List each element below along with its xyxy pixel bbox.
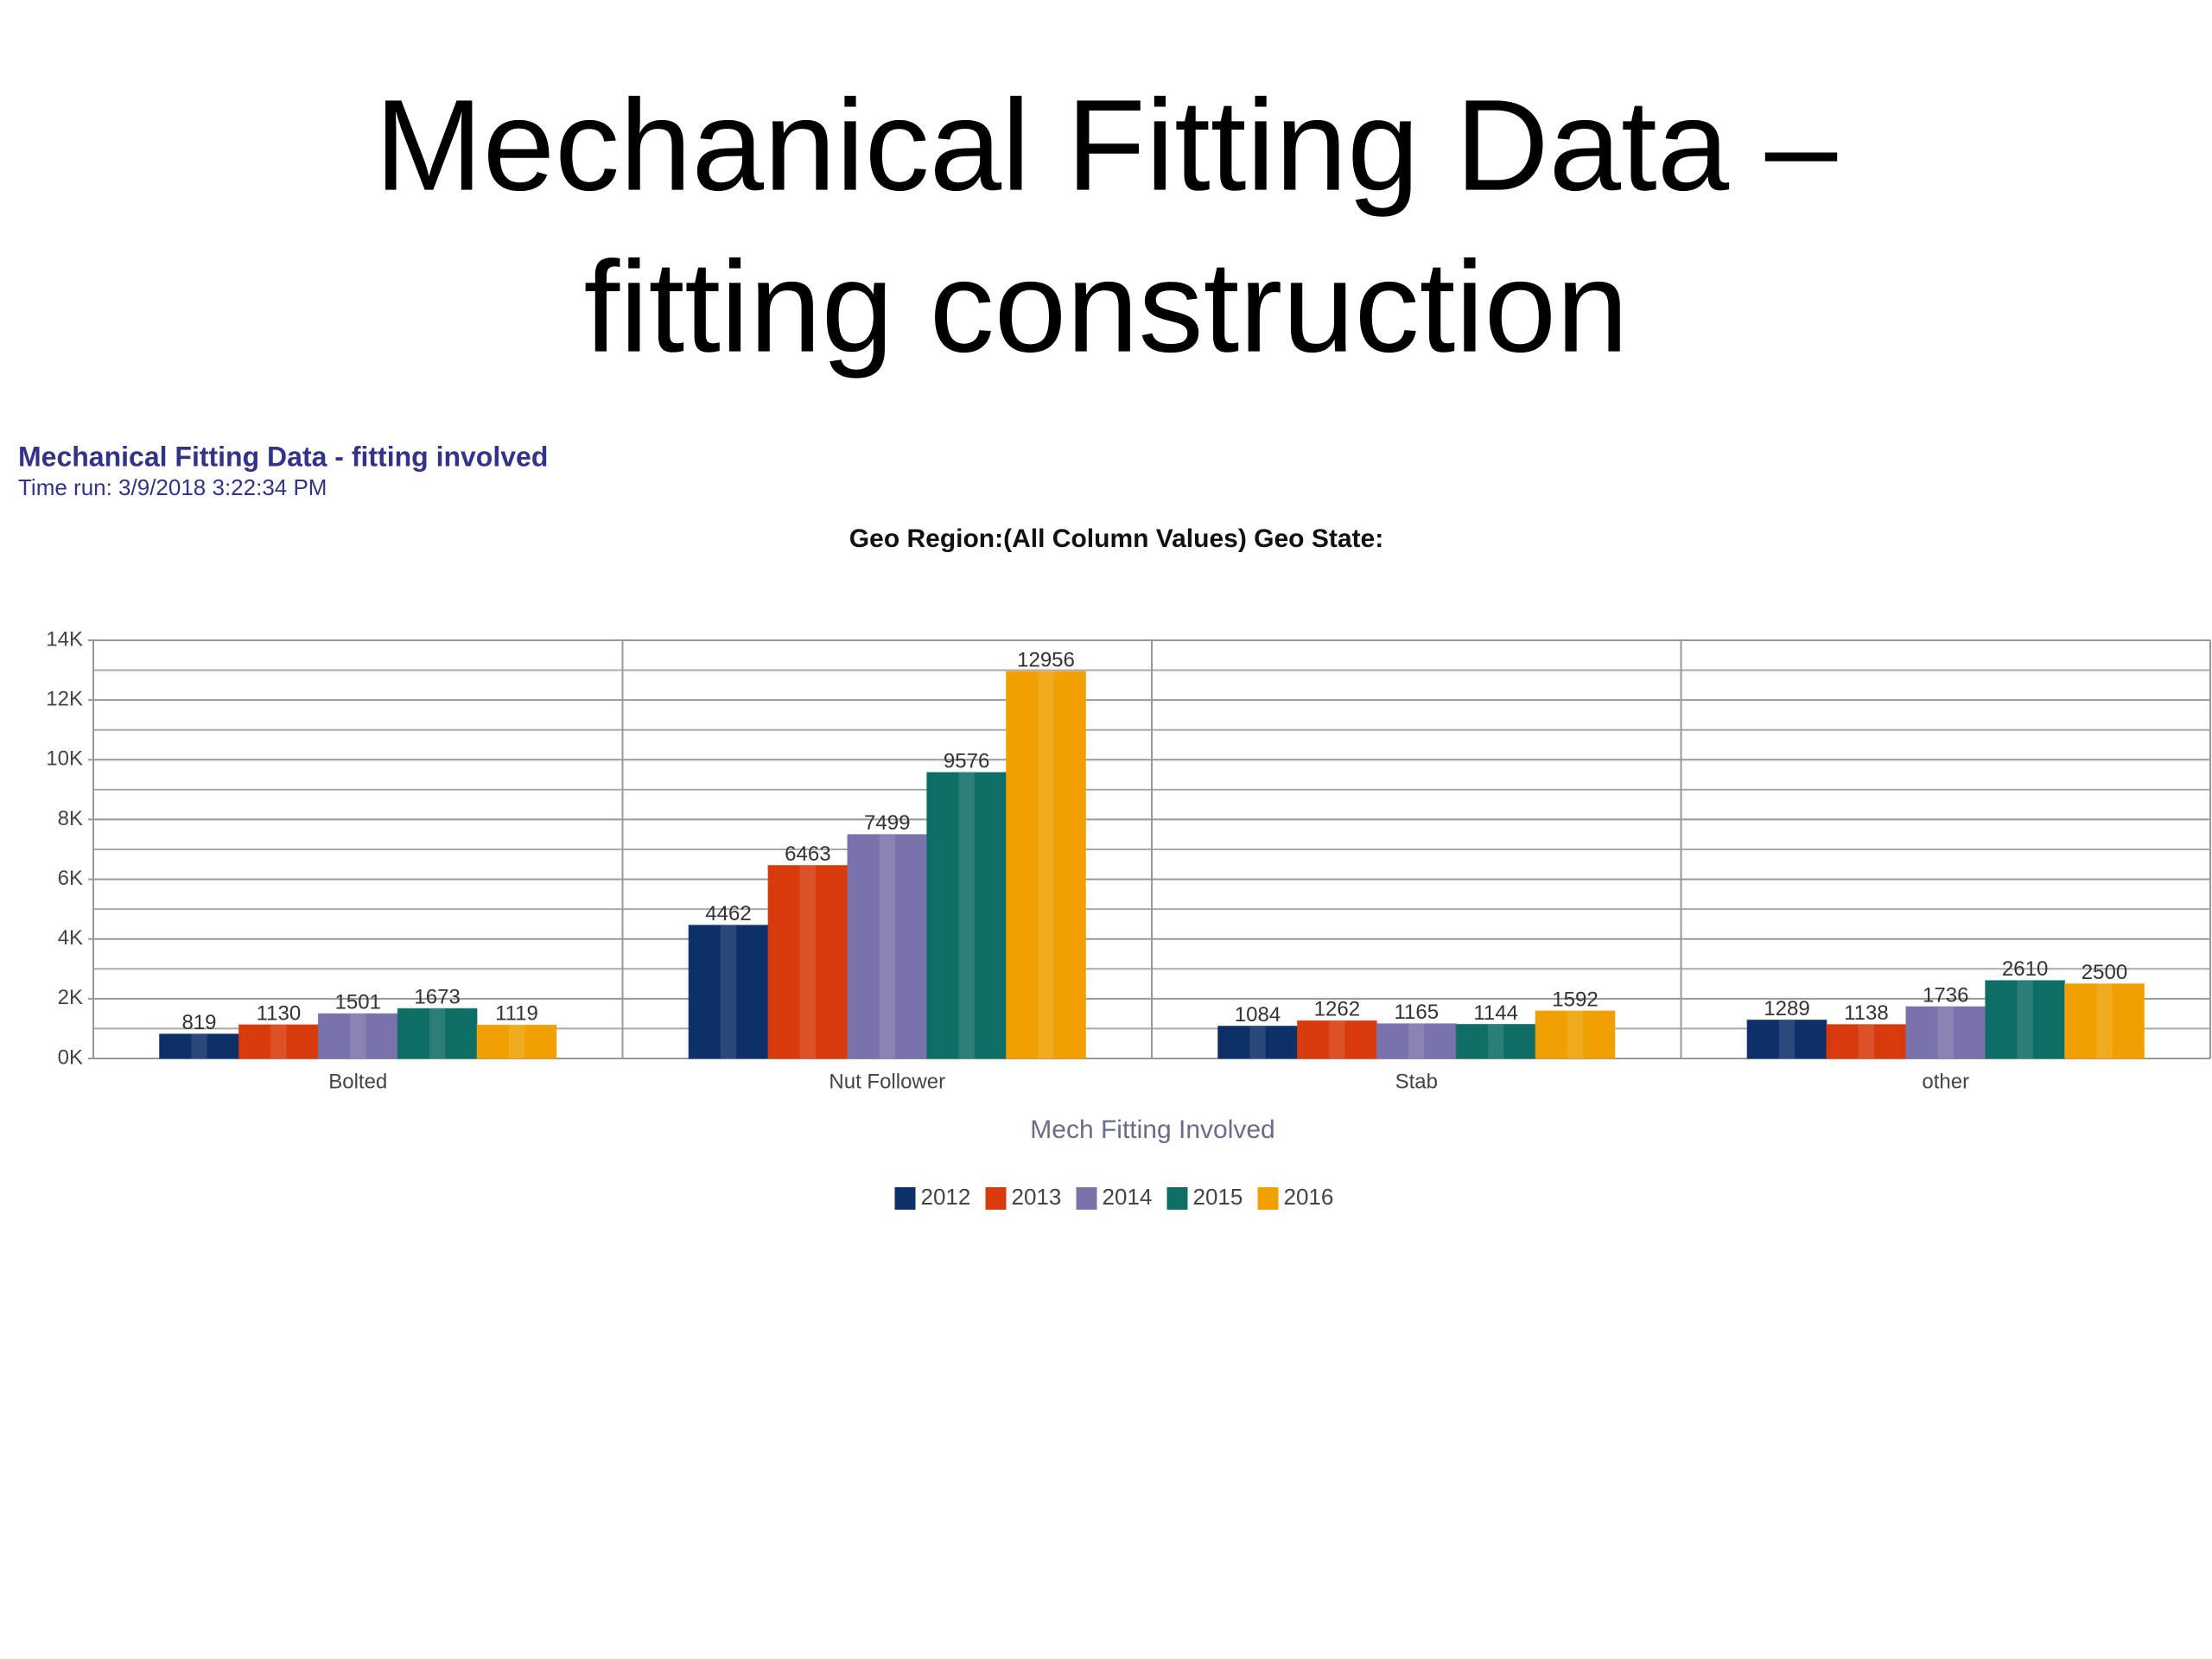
value-label: 1130 — [257, 1001, 302, 1025]
value-label: 6463 — [785, 842, 830, 866]
slide-title: fitting construction — [584, 234, 1629, 379]
bar-highlight — [1249, 1026, 1266, 1058]
bar — [1296, 1020, 1377, 1059]
value-label: 1084 — [1235, 1003, 1281, 1027]
bar-highlight — [958, 772, 975, 1058]
y-tick-label: 0K — [58, 1046, 83, 1069]
value-label: 1119 — [495, 1002, 538, 1026]
value-label: 1673 — [414, 986, 460, 1009]
legend-label: 2016 — [1284, 1184, 1334, 1210]
bar-highlight — [1778, 1020, 1796, 1058]
value-label: 1138 — [1844, 1001, 1889, 1025]
bar-highlight — [270, 1024, 287, 1058]
bar — [1455, 1023, 1536, 1059]
bar-highlight — [429, 1008, 446, 1058]
value-label: 819 — [181, 1011, 216, 1034]
value-label: 12956 — [1017, 648, 1075, 671]
legend-swatch — [985, 1187, 1007, 1210]
chart-title: Geo Region:(All Column Values) Geo State… — [849, 524, 1383, 553]
bar — [1826, 1024, 1907, 1059]
legend-label: 2013 — [1012, 1184, 1062, 1210]
y-tick-label: 6K — [58, 867, 83, 890]
bar-highlight — [720, 925, 737, 1058]
value-label: 1262 — [1314, 998, 1360, 1021]
bar — [1376, 1023, 1457, 1059]
value-label: 2610 — [2002, 957, 2048, 981]
y-tick-label: 14K — [46, 627, 83, 651]
bar-highlight — [1487, 1024, 1504, 1058]
value-label: 9576 — [944, 749, 989, 772]
bar — [317, 1013, 398, 1059]
report-title: Mechanical Fitting Data - fitting involv… — [18, 441, 548, 472]
x-tick-label: Nut Follower — [829, 1070, 945, 1093]
x-tick-label: Bolted — [328, 1070, 387, 1093]
value-label: 1289 — [1764, 997, 1809, 1020]
y-tick-label: 4K — [58, 926, 83, 950]
bar-highlight — [799, 865, 817, 1058]
bar — [476, 1024, 557, 1059]
value-label: 1501 — [335, 990, 381, 1014]
bar-highlight — [508, 1025, 525, 1058]
value-label: 1592 — [1552, 988, 1598, 1011]
x-axis-label: Mech Fitting Involved — [1030, 1116, 1274, 1144]
legend-label: 2015 — [1193, 1184, 1243, 1210]
bar — [2064, 983, 2145, 1059]
y-tick-label: 2K — [58, 986, 83, 1009]
y-tick-label: 8K — [58, 807, 83, 830]
bar-highlight — [1567, 1010, 1584, 1058]
slide-title: Mechanical Fitting Data – — [375, 73, 1838, 218]
bar-highlight — [1408, 1023, 1425, 1058]
bar-highlight — [879, 834, 895, 1058]
value-label: 1736 — [1923, 983, 1968, 1007]
y-tick-label: 10K — [46, 747, 83, 771]
value-label: 4462 — [705, 902, 751, 925]
bar — [767, 865, 849, 1059]
x-tick-label: other — [1922, 1070, 1969, 1093]
bar-highlight — [1038, 671, 1054, 1058]
value-label: 1144 — [1473, 1001, 1518, 1025]
value-label: 7499 — [864, 811, 910, 835]
bar-highlight — [191, 1033, 207, 1058]
legend-label: 2014 — [1103, 1184, 1153, 1210]
time-run: Time run: 3/9/2018 3:22:34 PM — [18, 474, 327, 500]
bar — [159, 1033, 239, 1059]
y-tick-label: 12K — [46, 687, 83, 710]
bar — [1006, 671, 1086, 1059]
bar — [1746, 1019, 1827, 1059]
legend-label: 2012 — [921, 1184, 971, 1210]
bar — [1985, 980, 2066, 1059]
bar — [1535, 1010, 1616, 1059]
bar-highlight — [2017, 980, 2033, 1058]
legend-swatch — [1166, 1187, 1188, 1210]
bar-highlight — [1329, 1020, 1345, 1058]
bar — [926, 772, 1007, 1059]
bar-highlight — [1937, 1006, 1954, 1058]
bar-highlight — [2096, 983, 2113, 1058]
value-label: 2500 — [2082, 961, 2127, 984]
bar — [688, 925, 769, 1059]
x-tick-label: Stab — [1395, 1070, 1438, 1093]
bar — [1905, 1006, 1986, 1059]
bar-highlight — [350, 1014, 366, 1058]
legend-swatch — [1076, 1187, 1097, 1210]
bar — [238, 1024, 319, 1059]
bar — [847, 834, 928, 1059]
legend-swatch — [894, 1187, 916, 1210]
bar — [1217, 1026, 1298, 1059]
value-label: 1165 — [1394, 1001, 1439, 1024]
legend-swatch — [1257, 1187, 1279, 1210]
bar-highlight — [1858, 1024, 1875, 1058]
